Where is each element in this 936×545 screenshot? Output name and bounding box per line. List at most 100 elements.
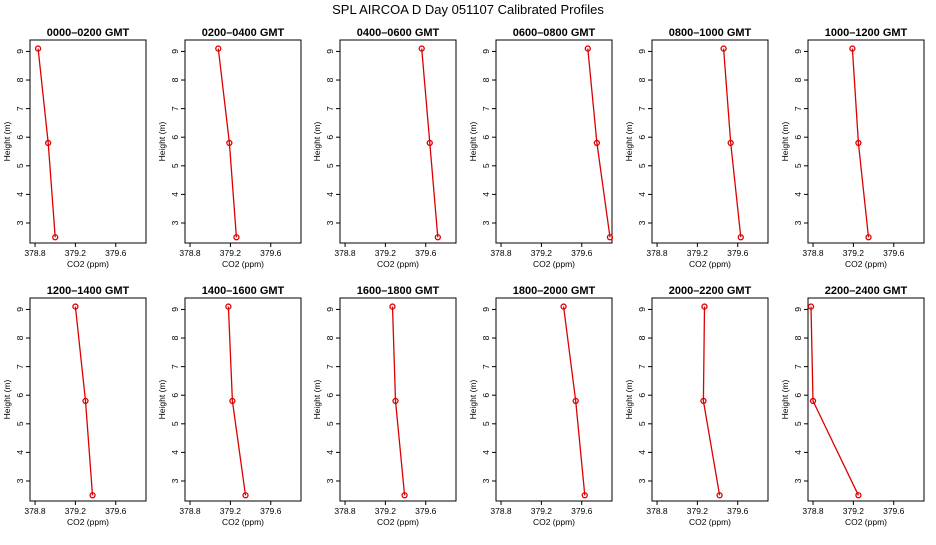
x-tick-label: 379.2 xyxy=(65,506,87,516)
x-tick-label: 379.2 xyxy=(375,248,397,258)
y-tick-label: 5 xyxy=(481,421,491,426)
y-tick-label: 6 xyxy=(793,135,803,140)
y-axis-label: Height (m) xyxy=(2,122,12,162)
x-tick-label: 379.2 xyxy=(531,506,553,516)
series-line xyxy=(74,306,94,496)
x-tick-label: 378.8 xyxy=(179,506,201,516)
y-tick-label: 8 xyxy=(170,335,180,340)
x-axis-label: CO2 (ppm) xyxy=(67,517,109,527)
data-point xyxy=(82,397,89,405)
series-line xyxy=(391,306,406,496)
y-tick-label: 6 xyxy=(637,135,647,140)
y-axis-label: Height (m) xyxy=(2,380,12,420)
series-line xyxy=(810,306,859,496)
x-axis-label: CO2 (ppm) xyxy=(689,259,731,269)
y-tick-label: 8 xyxy=(170,77,180,82)
x-tick-label: 379.6 xyxy=(571,506,593,516)
y-tick-label: 4 xyxy=(170,192,180,197)
y-tick-label: 6 xyxy=(15,135,25,140)
data-point xyxy=(572,397,579,405)
x-tick-label: 379.2 xyxy=(531,248,553,258)
y-tick-label: 7 xyxy=(15,364,25,369)
y-tick-label: 9 xyxy=(325,307,335,312)
data-point xyxy=(229,397,236,405)
y-tick-label: 9 xyxy=(637,49,647,54)
x-tick-label: 378.8 xyxy=(24,248,46,258)
y-tick-label: 8 xyxy=(481,77,491,82)
y-tick-label: 4 xyxy=(637,450,647,455)
plot-frame xyxy=(807,39,925,244)
data-point xyxy=(737,234,744,241)
data-point xyxy=(720,45,727,52)
y-tick-label: 8 xyxy=(15,77,25,82)
data-point xyxy=(52,234,59,241)
y-tick-label: 4 xyxy=(793,192,803,197)
panel-9: 1600–1800 GMT 378.8 379.2 379.6 3 4 5 6 7 8 9 CO2 (… xyxy=(312,285,457,527)
series-line xyxy=(227,306,247,496)
series-line xyxy=(421,48,439,238)
x-tick-label: 378.8 xyxy=(802,506,824,516)
y-tick-label: 4 xyxy=(481,192,491,197)
data-point xyxy=(389,303,396,310)
y-tick-label: 3 xyxy=(15,478,25,483)
x-tick-label: 379.6 xyxy=(727,248,749,258)
plot-frame xyxy=(29,39,147,244)
x-axis-label: CO2 (ppm) xyxy=(533,517,575,527)
x-tick-label: 378.8 xyxy=(646,506,668,516)
plot-frame xyxy=(184,297,302,502)
y-tick-label: 7 xyxy=(15,106,25,111)
x-tick-label: 379.6 xyxy=(260,248,282,258)
y-axis-label: Height (m) xyxy=(624,380,634,420)
y-tick-label: 4 xyxy=(15,450,25,455)
data-point xyxy=(215,45,222,52)
y-axis-label: Height (m) xyxy=(468,380,478,420)
x-tick-label: 378.8 xyxy=(490,248,512,258)
x-tick-label: 379.6 xyxy=(727,506,749,516)
y-tick-label: 6 xyxy=(15,393,25,398)
y-tick-label: 4 xyxy=(325,450,335,455)
panel-3: 0400–0600 GMT 378.8 379.2 379.6 3 4 5 6 7 8 9 CO2 (… xyxy=(312,27,457,269)
data-point xyxy=(855,492,862,499)
y-tick-label: 7 xyxy=(793,364,803,369)
data-point xyxy=(701,303,708,310)
panel-title: 2200–2400 GMT xyxy=(825,285,908,297)
plot-frame xyxy=(807,297,925,502)
data-point xyxy=(418,45,425,52)
plot-frame xyxy=(651,297,769,502)
y-tick-label: 5 xyxy=(637,163,647,168)
x-tick-label: 379.6 xyxy=(415,248,437,258)
panel-8: 1400–1600 GMT 378.8 379.2 379.6 3 4 5 6 7 8 9 CO2 (… xyxy=(157,285,302,527)
y-axis-label: Height (m) xyxy=(312,380,322,420)
y-tick-label: 3 xyxy=(793,478,803,483)
data-point xyxy=(34,45,42,52)
y-tick-label: 5 xyxy=(15,163,25,168)
y-tick-label: 9 xyxy=(325,49,335,54)
y-tick-label: 7 xyxy=(481,364,491,369)
x-tick-label: 378.8 xyxy=(802,248,824,258)
y-axis-label: Height (m) xyxy=(157,122,167,162)
x-tick-label: 379.2 xyxy=(65,248,87,258)
data-point xyxy=(849,45,856,52)
x-axis-label: CO2 (ppm) xyxy=(67,259,109,269)
data-point xyxy=(716,492,723,499)
data-point xyxy=(560,303,567,310)
y-tick-label: 5 xyxy=(481,163,491,168)
y-tick-label: 9 xyxy=(481,49,491,54)
y-tick-label: 7 xyxy=(793,106,803,111)
y-tick-label: 6 xyxy=(325,393,335,398)
panel-title: 2000–2200 GMT xyxy=(669,285,752,297)
panel-title: 0600–0800 GMT xyxy=(513,27,596,39)
plot-frame xyxy=(184,39,302,244)
y-tick-label: 8 xyxy=(793,335,803,340)
y-tick-label: 5 xyxy=(325,163,335,168)
x-tick-label: 379.2 xyxy=(843,248,865,258)
x-tick-label: 378.8 xyxy=(646,248,668,258)
x-axis-label: CO2 (ppm) xyxy=(845,259,887,269)
y-tick-label: 4 xyxy=(637,192,647,197)
x-axis-label: CO2 (ppm) xyxy=(222,517,264,527)
panel-12: 2200–2400 GMT 378.8 379.2 379.6 3 4 5 6 7 8 9 CO2 (… xyxy=(780,285,925,527)
y-tick-label: 7 xyxy=(637,106,647,111)
x-tick-label: 379.2 xyxy=(687,506,709,516)
data-point xyxy=(593,139,601,147)
